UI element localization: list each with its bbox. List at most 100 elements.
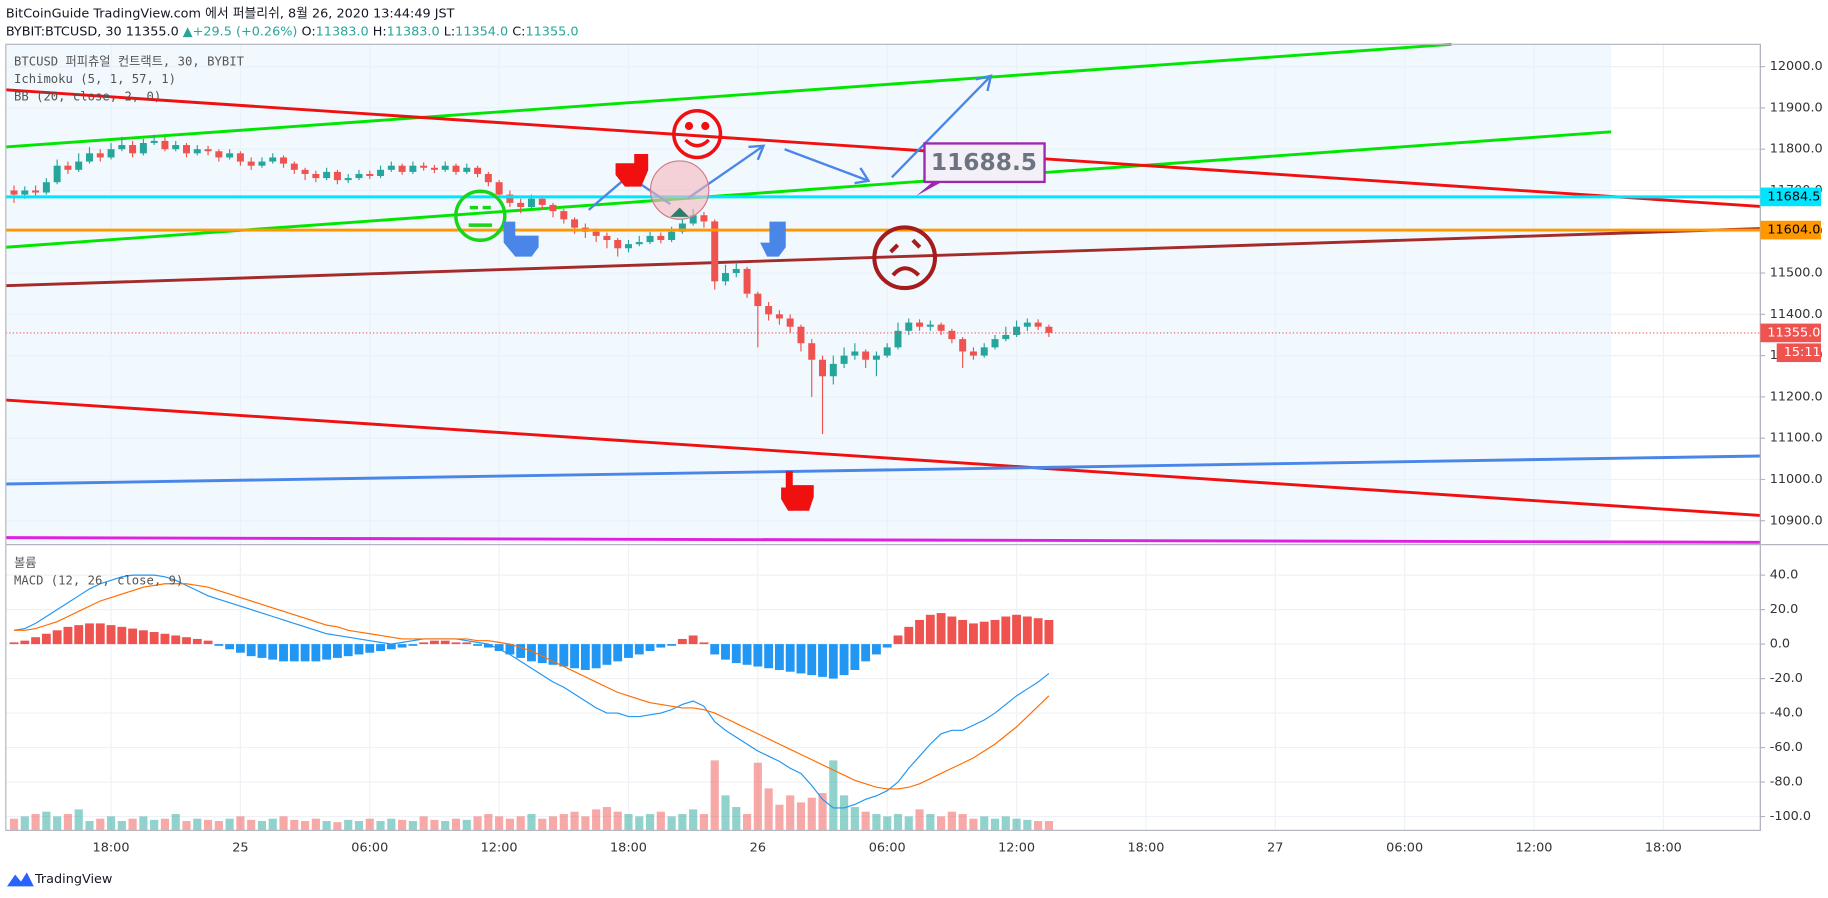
histogram-bar	[31, 637, 41, 645]
candle-body	[926, 324, 934, 327]
volume-bar	[1044, 821, 1053, 831]
candle-body	[139, 142, 147, 154]
trend-line	[5, 42, 1452, 149]
last-price: 11355.0	[126, 24, 179, 39]
candle-body	[236, 153, 244, 162]
histogram-bar	[645, 644, 655, 651]
volume-bar	[645, 814, 655, 831]
histogram-bar	[656, 644, 666, 648]
candle-body	[711, 221, 719, 282]
volume-bar	[818, 793, 827, 831]
volume-bar	[796, 802, 806, 831]
price-tag-label: 11604.0	[1767, 223, 1820, 238]
price-tag	[1760, 187, 1822, 207]
macd-line	[13, 574, 1050, 809]
volume-bar	[53, 816, 62, 831]
y-tick-label: 12000.0	[1770, 59, 1823, 74]
candle-body	[635, 242, 643, 245]
volume-bar	[990, 818, 1000, 831]
histogram-bar	[138, 630, 148, 645]
volume-bar	[699, 814, 709, 831]
candle-body	[258, 161, 266, 166]
face	[454, 189, 507, 242]
candle-body	[452, 165, 460, 172]
hand-icon	[615, 153, 649, 187]
histogram-bar	[494, 644, 504, 651]
mouth	[684, 138, 711, 148]
histogram-bar	[214, 644, 224, 646]
volume-bar	[387, 818, 396, 831]
volume-bar	[850, 807, 859, 831]
stat-label: L:	[444, 24, 455, 39]
histogram-bar	[225, 644, 235, 650]
histogram-bar	[246, 644, 256, 657]
volume-bar	[635, 816, 644, 831]
histogram-bar	[20, 640, 30, 645]
volume-bar	[301, 821, 310, 831]
candle-body	[754, 293, 762, 307]
histogram-bar	[807, 644, 817, 676]
candle-body	[980, 347, 988, 356]
candle-body	[312, 173, 320, 179]
histogram-bar	[882, 644, 892, 648]
y-tick-label: 11400.0	[1770, 307, 1823, 322]
stat-value: 11383.0	[387, 24, 440, 39]
histogram-bar	[796, 644, 806, 674]
arrow-head	[975, 74, 993, 92]
volume-bar	[840, 795, 849, 831]
histogram-bar	[958, 619, 968, 645]
volume-bar	[915, 809, 924, 831]
volume-bar	[764, 788, 773, 831]
volume-bar	[311, 818, 320, 831]
candle-body	[1002, 334, 1010, 340]
histogram-bar	[915, 619, 924, 645]
candle-body	[118, 145, 126, 150]
volume-bar	[462, 819, 471, 831]
countdown-label: 15:11	[1784, 345, 1821, 360]
volume-bar	[592, 809, 601, 831]
histogram-bar	[818, 644, 827, 677]
histogram-bar	[677, 638, 687, 645]
logo-text: TradingView	[34, 872, 112, 887]
candle-body	[323, 171, 331, 179]
histogram-bar	[182, 637, 191, 645]
volume-bar	[1001, 816, 1010, 831]
volume-bar	[42, 811, 51, 831]
symbol: BYBIT:BTCUSD, 30	[6, 24, 122, 39]
annotations: 11688.5	[454, 74, 1046, 511]
candle-body	[829, 363, 837, 377]
volume-bar	[257, 821, 267, 831]
volume-bar	[495, 816, 504, 831]
volume-bar	[268, 818, 277, 831]
x-tick-label: 26	[750, 840, 766, 855]
volume-bar	[322, 821, 331, 831]
histogram-bar	[602, 644, 612, 665]
y-tick-label: -80.0	[1770, 775, 1803, 790]
candle-body	[344, 178, 352, 181]
candle-body	[172, 145, 180, 150]
x-tick-label: 18:00	[610, 840, 647, 855]
y-tick-label: 11800.0	[1770, 142, 1823, 157]
candle-body	[355, 173, 363, 179]
x-tick-label: 12:00	[481, 840, 518, 855]
volume-bar	[958, 814, 967, 831]
histogram-bar	[171, 635, 181, 645]
histogram-bar	[386, 644, 396, 650]
trend-line	[5, 536, 1761, 544]
stat-value: 11383.0	[316, 24, 369, 39]
histogram-bar	[419, 642, 429, 645]
histogram-bar	[117, 626, 127, 645]
candle-body	[732, 268, 740, 274]
histogram-bar	[850, 644, 860, 670]
volume-bar	[980, 816, 989, 831]
histogram-bar	[85, 623, 94, 645]
histogram-bar	[462, 642, 472, 645]
candle-body	[420, 165, 428, 168]
volume-bar	[1012, 818, 1021, 831]
volume-bar	[365, 818, 374, 831]
volume-bar	[872, 814, 881, 831]
y-tick-label: 40.0	[1770, 568, 1799, 583]
histogram-bar	[904, 626, 914, 645]
